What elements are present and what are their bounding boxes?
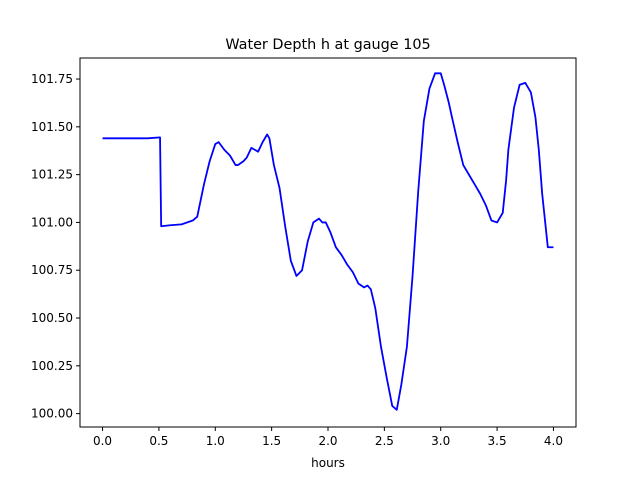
y-tick-label: 100.75 xyxy=(31,263,73,277)
x-tick-label: 0.0 xyxy=(93,434,112,448)
y-tick-label: 101.00 xyxy=(31,215,73,229)
y-tick-label: 101.50 xyxy=(31,120,73,134)
chart-title: Water Depth h at gauge 105 xyxy=(225,37,430,53)
x-tick-label: 3.5 xyxy=(488,434,507,448)
x-tick-label: 4.0 xyxy=(544,434,563,448)
depth-series-line xyxy=(102,72,554,411)
x-tick-label: 1.0 xyxy=(206,434,225,448)
x-tick-label: 2.5 xyxy=(375,434,394,448)
y-tick-label: 100.25 xyxy=(31,359,73,373)
y-tick-label: 100.50 xyxy=(31,311,73,325)
x-axis: 0.0 0.5 1.0 1.5 2.0 2.5 3.0 3.5 4.0 xyxy=(93,427,563,448)
x-tick-label: 1.5 xyxy=(262,434,281,448)
y-tick-label: 100.00 xyxy=(31,407,73,421)
plot-area xyxy=(102,72,554,411)
y-axis: 100.00 100.25 100.50 100.75 101.00 101.25 101.… xyxy=(31,72,80,421)
x-tick-label: 0.5 xyxy=(149,434,168,448)
y-tick-label: 101.25 xyxy=(31,168,73,182)
x-tick-label: 3.0 xyxy=(431,434,450,448)
plot-frame xyxy=(79,57,577,428)
x-axis-label: hours xyxy=(311,456,345,470)
x-tick-label: 2.0 xyxy=(318,434,337,448)
y-tick-label: 101.75 xyxy=(31,72,73,86)
